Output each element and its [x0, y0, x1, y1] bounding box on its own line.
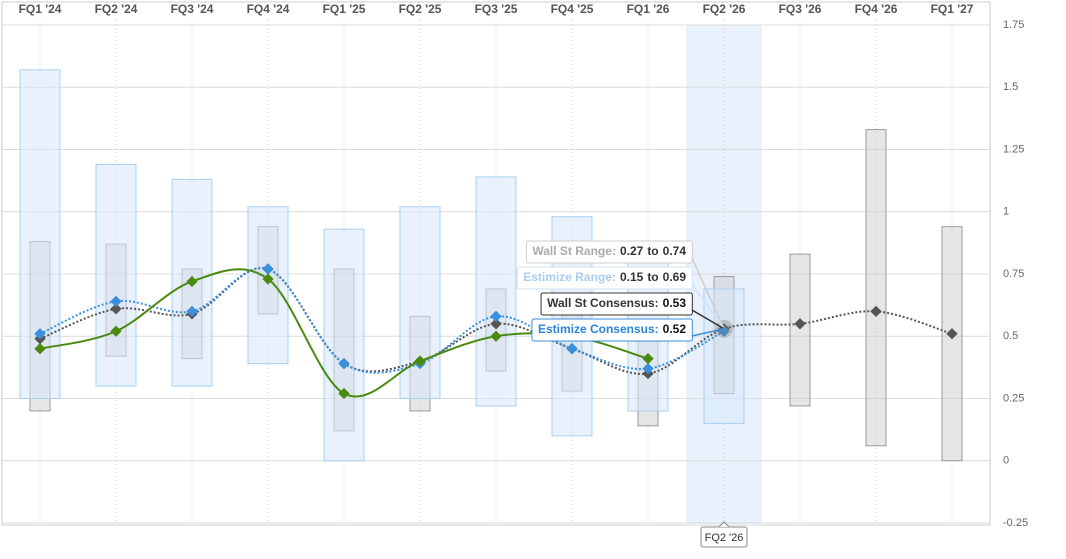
tooltip-part: 0.27: [620, 244, 644, 258]
x-tick-label: FQ2 '25: [399, 2, 442, 16]
tooltip-row: Estimize Range: 0.15 to 0.69: [516, 266, 693, 290]
point-marker: [262, 273, 274, 285]
range-box: [941, 226, 963, 462]
tooltip-part: :: [655, 322, 659, 336]
tooltip-part: 0.69: [663, 270, 687, 284]
point-marker: [566, 343, 578, 355]
tooltip-box: [531, 318, 693, 342]
tooltip-leader: [691, 283, 725, 330]
tooltip-part: 0.15: [620, 270, 644, 284]
series-line: [39, 267, 953, 375]
x-tick-label: FQ1 '24: [19, 2, 62, 16]
point-marker: [490, 310, 502, 322]
tooltip-leader: [691, 309, 725, 330]
tooltip-part: Estimize Range: [523, 270, 612, 284]
y-tick-label: 1: [1003, 206, 1009, 218]
tooltip-part: to: [647, 270, 658, 284]
point-marker: [34, 343, 46, 355]
point-marker: [794, 318, 806, 330]
tooltip-part: to: [647, 244, 658, 258]
y-tick-label: 1.25: [1003, 143, 1024, 155]
flag-pointer: [718, 521, 730, 528]
point-marker: [718, 325, 730, 337]
tooltip-part: Wall St Consensus: [547, 296, 655, 310]
y-tick-label: 1.75: [1003, 19, 1024, 31]
tooltip-part: :: [612, 270, 616, 284]
tooltip-row: Wall St Range: 0.27 to 0.74: [525, 240, 693, 264]
point-marker: [946, 328, 958, 340]
point-marker: [186, 275, 198, 288]
x-tick-label: FQ1 '26: [627, 2, 670, 16]
tooltip-part: 0.53: [663, 296, 687, 310]
range-box: [95, 163, 137, 387]
x-tick-label: FQ4 '26: [855, 2, 898, 16]
flag-label: FQ2 '26: [705, 532, 744, 544]
point-marker: [642, 362, 654, 375]
range-box: [323, 228, 365, 462]
x-tick-label: FQ4 '25: [551, 2, 594, 16]
point-marker: [870, 305, 882, 318]
point-marker: [186, 305, 198, 318]
tooltip-leader: [691, 328, 725, 337]
tooltip-row: Estimize Consensus: 0.52: [531, 318, 693, 342]
y-tick-label: 0.5: [1003, 330, 1018, 342]
point-marker: [338, 387, 350, 400]
tooltip-text: Wall St Consensus: 0.53: [547, 296, 686, 310]
tooltip-text: Estimize Consensus: 0.52: [538, 322, 686, 336]
x-tick-label: FQ1 '27: [931, 2, 974, 16]
range-box: [247, 206, 289, 365]
tooltip-part: :: [655, 296, 659, 310]
tooltip-text: Estimize Range: 0.15 to 0.69: [523, 270, 686, 284]
tooltip-text: Wall St Range: 0.27 to 0.74: [532, 244, 686, 258]
tooltip-part: Wall St Range: [532, 244, 612, 258]
category-flag: FQ2 '26: [700, 521, 748, 548]
tooltip-part: :: [612, 244, 616, 258]
y-tick-label: 0: [1003, 455, 1009, 467]
x-tick-label: FQ2 '26: [703, 2, 746, 16]
tooltip-leader: [691, 257, 725, 330]
point-marker: [262, 263, 274, 275]
point-marker: [34, 328, 46, 340]
tooltip-part: 0.52: [663, 322, 687, 336]
range-box: [865, 129, 887, 447]
y-tick-label: 0.75: [1003, 268, 1024, 280]
tooltip-box: [525, 240, 693, 264]
y-tick-label: 0.25: [1003, 392, 1024, 404]
tooltip-box: [516, 266, 693, 290]
tooltip-row: Wall St Consensus: 0.53: [540, 292, 693, 316]
tooltip-box: [540, 292, 693, 316]
point-marker: [490, 318, 502, 330]
x-tick-label: FQ4 '24: [247, 2, 290, 16]
tooltip-part: 0.74: [663, 244, 687, 258]
y-tick-label: -0.25: [1003, 517, 1028, 529]
y-tick-label: 1.5: [1003, 81, 1018, 93]
x-tick-label: FQ3 '26: [779, 2, 822, 16]
x-tick-label: FQ2 '24: [95, 2, 138, 16]
range-box: [475, 176, 517, 407]
point-marker: [490, 330, 502, 342]
x-tick-label: FQ3 '25: [475, 2, 518, 16]
point-marker: [414, 355, 426, 367]
range-box: [789, 253, 811, 407]
x-tick-label: FQ3 '24: [171, 2, 214, 16]
point-marker: [642, 353, 654, 365]
point-marker: [338, 357, 350, 370]
x-tick-label: FQ1 '25: [323, 2, 366, 16]
series-line: [39, 266, 725, 374]
tooltip-part: Estimize Consensus: [538, 322, 655, 336]
